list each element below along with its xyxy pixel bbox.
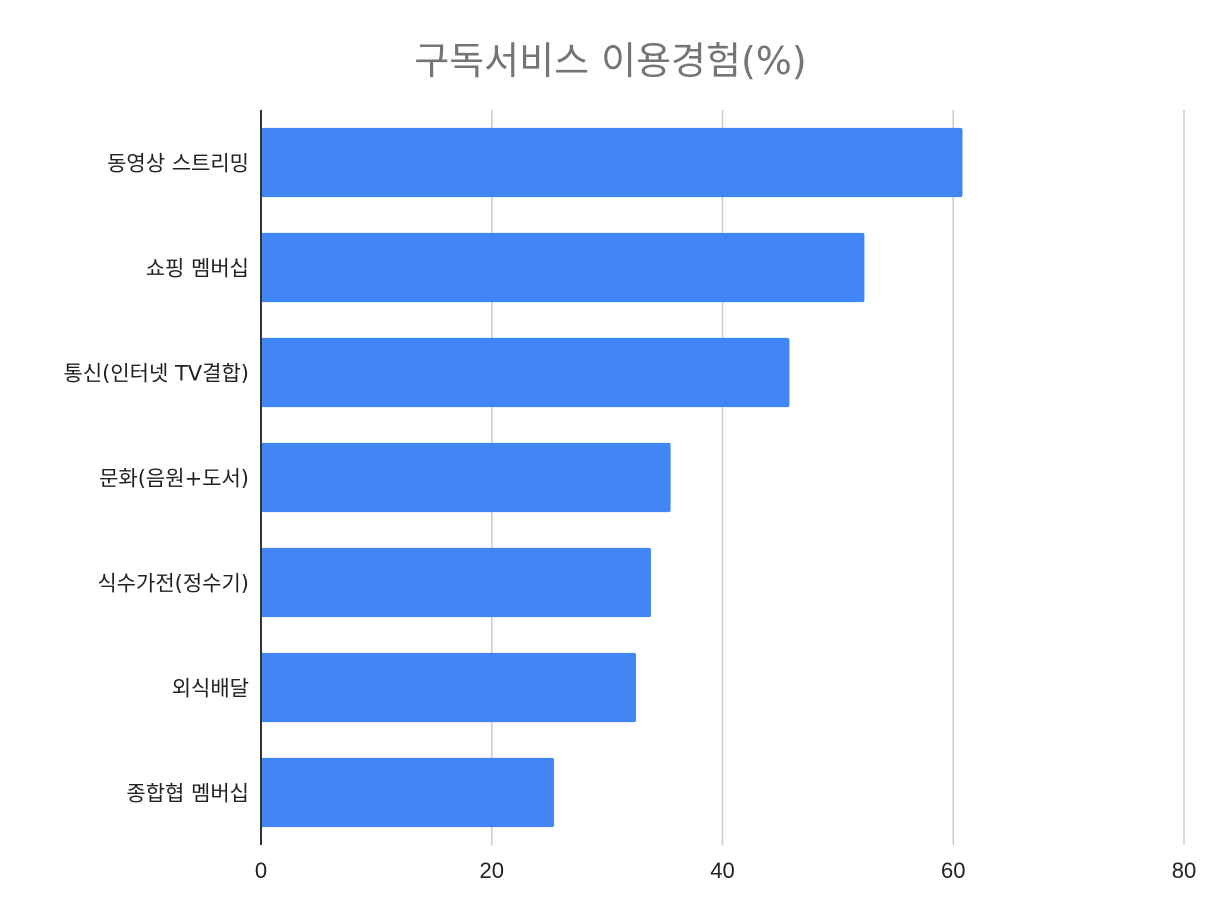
x-tick-label: 0 xyxy=(255,858,267,883)
category-label: 종합협 멤버십 xyxy=(126,782,249,806)
category-label: 식수가전(정수기) xyxy=(97,572,249,596)
x-tick-label: 80 xyxy=(1172,858,1196,883)
category-label: 쇼핑 멤버십 xyxy=(146,257,249,281)
category-label: 동영상 스트리밍 xyxy=(107,152,249,176)
bar-6 xyxy=(261,757,555,828)
bar-0 xyxy=(261,127,963,198)
x-tick-label: 60 xyxy=(941,858,965,883)
bar-1 xyxy=(261,232,865,303)
category-label: 통신(인터넷 TV결합) xyxy=(64,362,250,386)
bar-5 xyxy=(261,652,636,723)
bar-2 xyxy=(261,337,790,408)
bars xyxy=(261,127,963,828)
grid-lines xyxy=(491,110,1185,845)
category-label: 문화(음원+도서) xyxy=(99,467,249,491)
x-tick-label: 20 xyxy=(480,858,504,883)
bar-3 xyxy=(261,442,671,513)
category-label: 외식배달 xyxy=(172,677,249,701)
x-tick-label: 40 xyxy=(710,858,734,883)
bar-4 xyxy=(261,547,651,618)
chart-title: 구독서비스 이용경험(%) xyxy=(414,39,807,83)
